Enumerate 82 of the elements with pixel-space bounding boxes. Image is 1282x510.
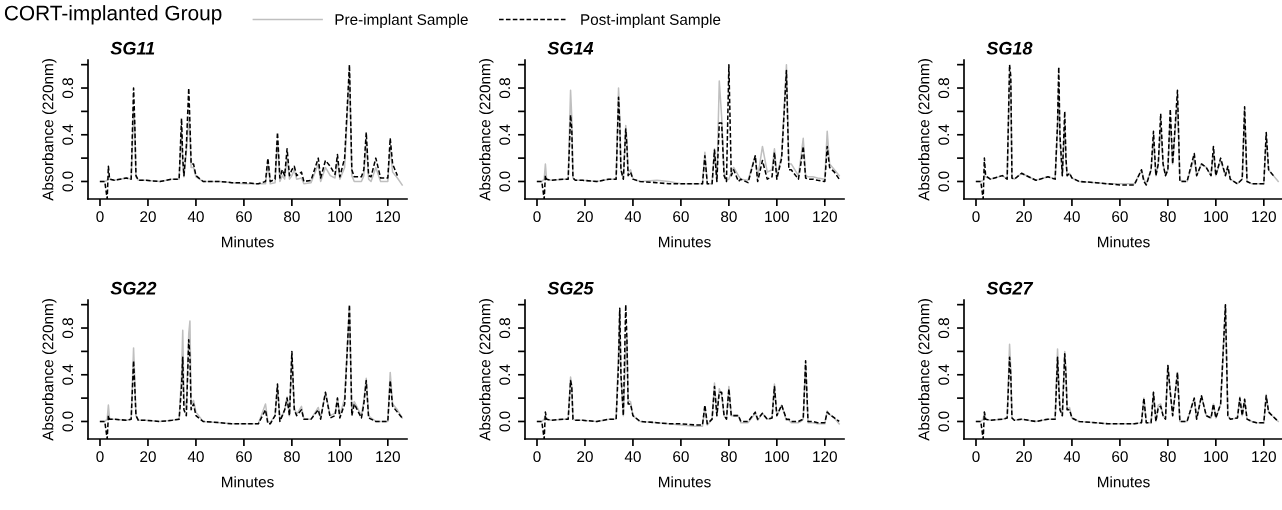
x-axis-title: Minutes [659,476,711,488]
y-tick-label: 0.4 [499,364,511,385]
chart-title: SG14 [547,41,594,55]
x-tick-label: 120 [813,211,837,223]
y-tick-label: 0.0 [938,171,950,192]
y-axis-title: Absorbance (220nm) [479,299,494,441]
line-series [975,75,1279,185]
x-axis-title: Minutes [659,236,711,248]
y-tick-label: 0.8 [938,318,950,339]
x-tick-label: 100 [1204,451,1228,463]
x-axis-title: Minutes [1098,236,1150,248]
x-tick-label: 100 [765,211,789,223]
x-tick-label: 60 [236,451,252,463]
x-tick-label: 80 [1160,451,1176,463]
x-tick-label: 120 [1252,451,1276,463]
x-tick-label: 0 [96,451,104,463]
y-tick-label: 0.0 [938,411,950,432]
chart-title: SG11 [110,41,155,55]
x-tick-label: 100 [1204,211,1228,223]
y-axis-title: Absorbance (220nm) [918,299,933,441]
x-tick-label: 60 [1112,451,1128,463]
x-tick-label: 120 [376,451,400,463]
y-tick-label: 0.4 [62,364,74,385]
x-tick-label: 120 [813,451,837,463]
y-tick-label: 0.0 [499,171,511,192]
x-tick-label: 40 [624,451,641,463]
y-axis-title: Absorbance (220nm) [42,59,57,201]
x-tick-label: 0 [533,451,541,463]
x-tick-label: 120 [1252,211,1276,223]
text: CORT-implanted Group [4,5,222,25]
x-tick-label: 20 [140,451,156,463]
x-tick-label: 40 [624,211,641,223]
x-tick-label: 40 [187,451,204,463]
y-axis-title: Absorbance (220nm) [918,59,933,201]
y-tick-label: 0.0 [62,411,74,432]
x-tick-label: 20 [577,211,593,223]
y-tick-label: 0.4 [938,364,950,385]
x-tick-label: 80 [284,451,300,463]
y-tick-label: 0.4 [62,124,74,145]
y-tick-label: 0.8 [938,78,950,99]
x-tick-label: 0 [96,211,104,223]
chart-title: SG27 [986,281,1034,295]
y-tick-label: 0.4 [938,124,950,145]
chart-title: SG18 [986,41,1033,55]
x-axis-title: Minutes [1098,476,1150,488]
x-tick-label: 20 [577,451,593,463]
x-tick-label: 100 [765,451,789,463]
y-axis-title: Absorbance (220nm) [479,59,494,201]
x-tick-label: 20 [1016,451,1032,463]
x-tick-label: 40 [1063,211,1080,223]
x-axis-title: Minutes [222,476,274,488]
legend-label: Post-implant Sample [581,13,721,28]
x-tick-label: 60 [1112,211,1128,223]
y-tick-label: 0.0 [62,171,74,192]
x-tick-label: 120 [376,211,400,223]
y-tick-label: 0.8 [499,318,511,339]
y-tick-label: 0.8 [499,78,511,99]
x-tick-label: 100 [328,211,352,223]
x-tick-label: 80 [721,211,737,223]
x-tick-label: 40 [1063,451,1080,463]
x-tick-label: 80 [1160,211,1176,223]
x-tick-label: 80 [721,451,737,463]
x-tick-label: 20 [1016,211,1032,223]
x-tick-label: 100 [328,451,352,463]
x-tick-label: 0 [972,211,980,223]
x-tick-label: 40 [187,211,204,223]
x-tick-label: 0 [972,451,980,463]
x-tick-label: 0 [533,211,541,223]
x-tick-label: 60 [236,211,252,223]
y-tick-label: 0.8 [62,78,74,99]
x-tick-label: 60 [673,211,689,223]
y-tick-label: 0.8 [62,318,74,339]
chart-title: SG22 [110,281,157,295]
y-tick-label: 0.4 [499,124,511,145]
y-tick-label: 0.0 [499,411,511,432]
y-axis-title: Absorbance (220nm) [42,299,57,441]
chart-title: SG25 [547,281,594,295]
legend-label: Pre-implant Sample [335,13,468,28]
x-tick-label: 60 [673,451,689,463]
x-tick-label: 20 [140,211,156,223]
x-axis-title: Minutes [222,236,274,248]
x-tick-label: 80 [284,211,300,223]
